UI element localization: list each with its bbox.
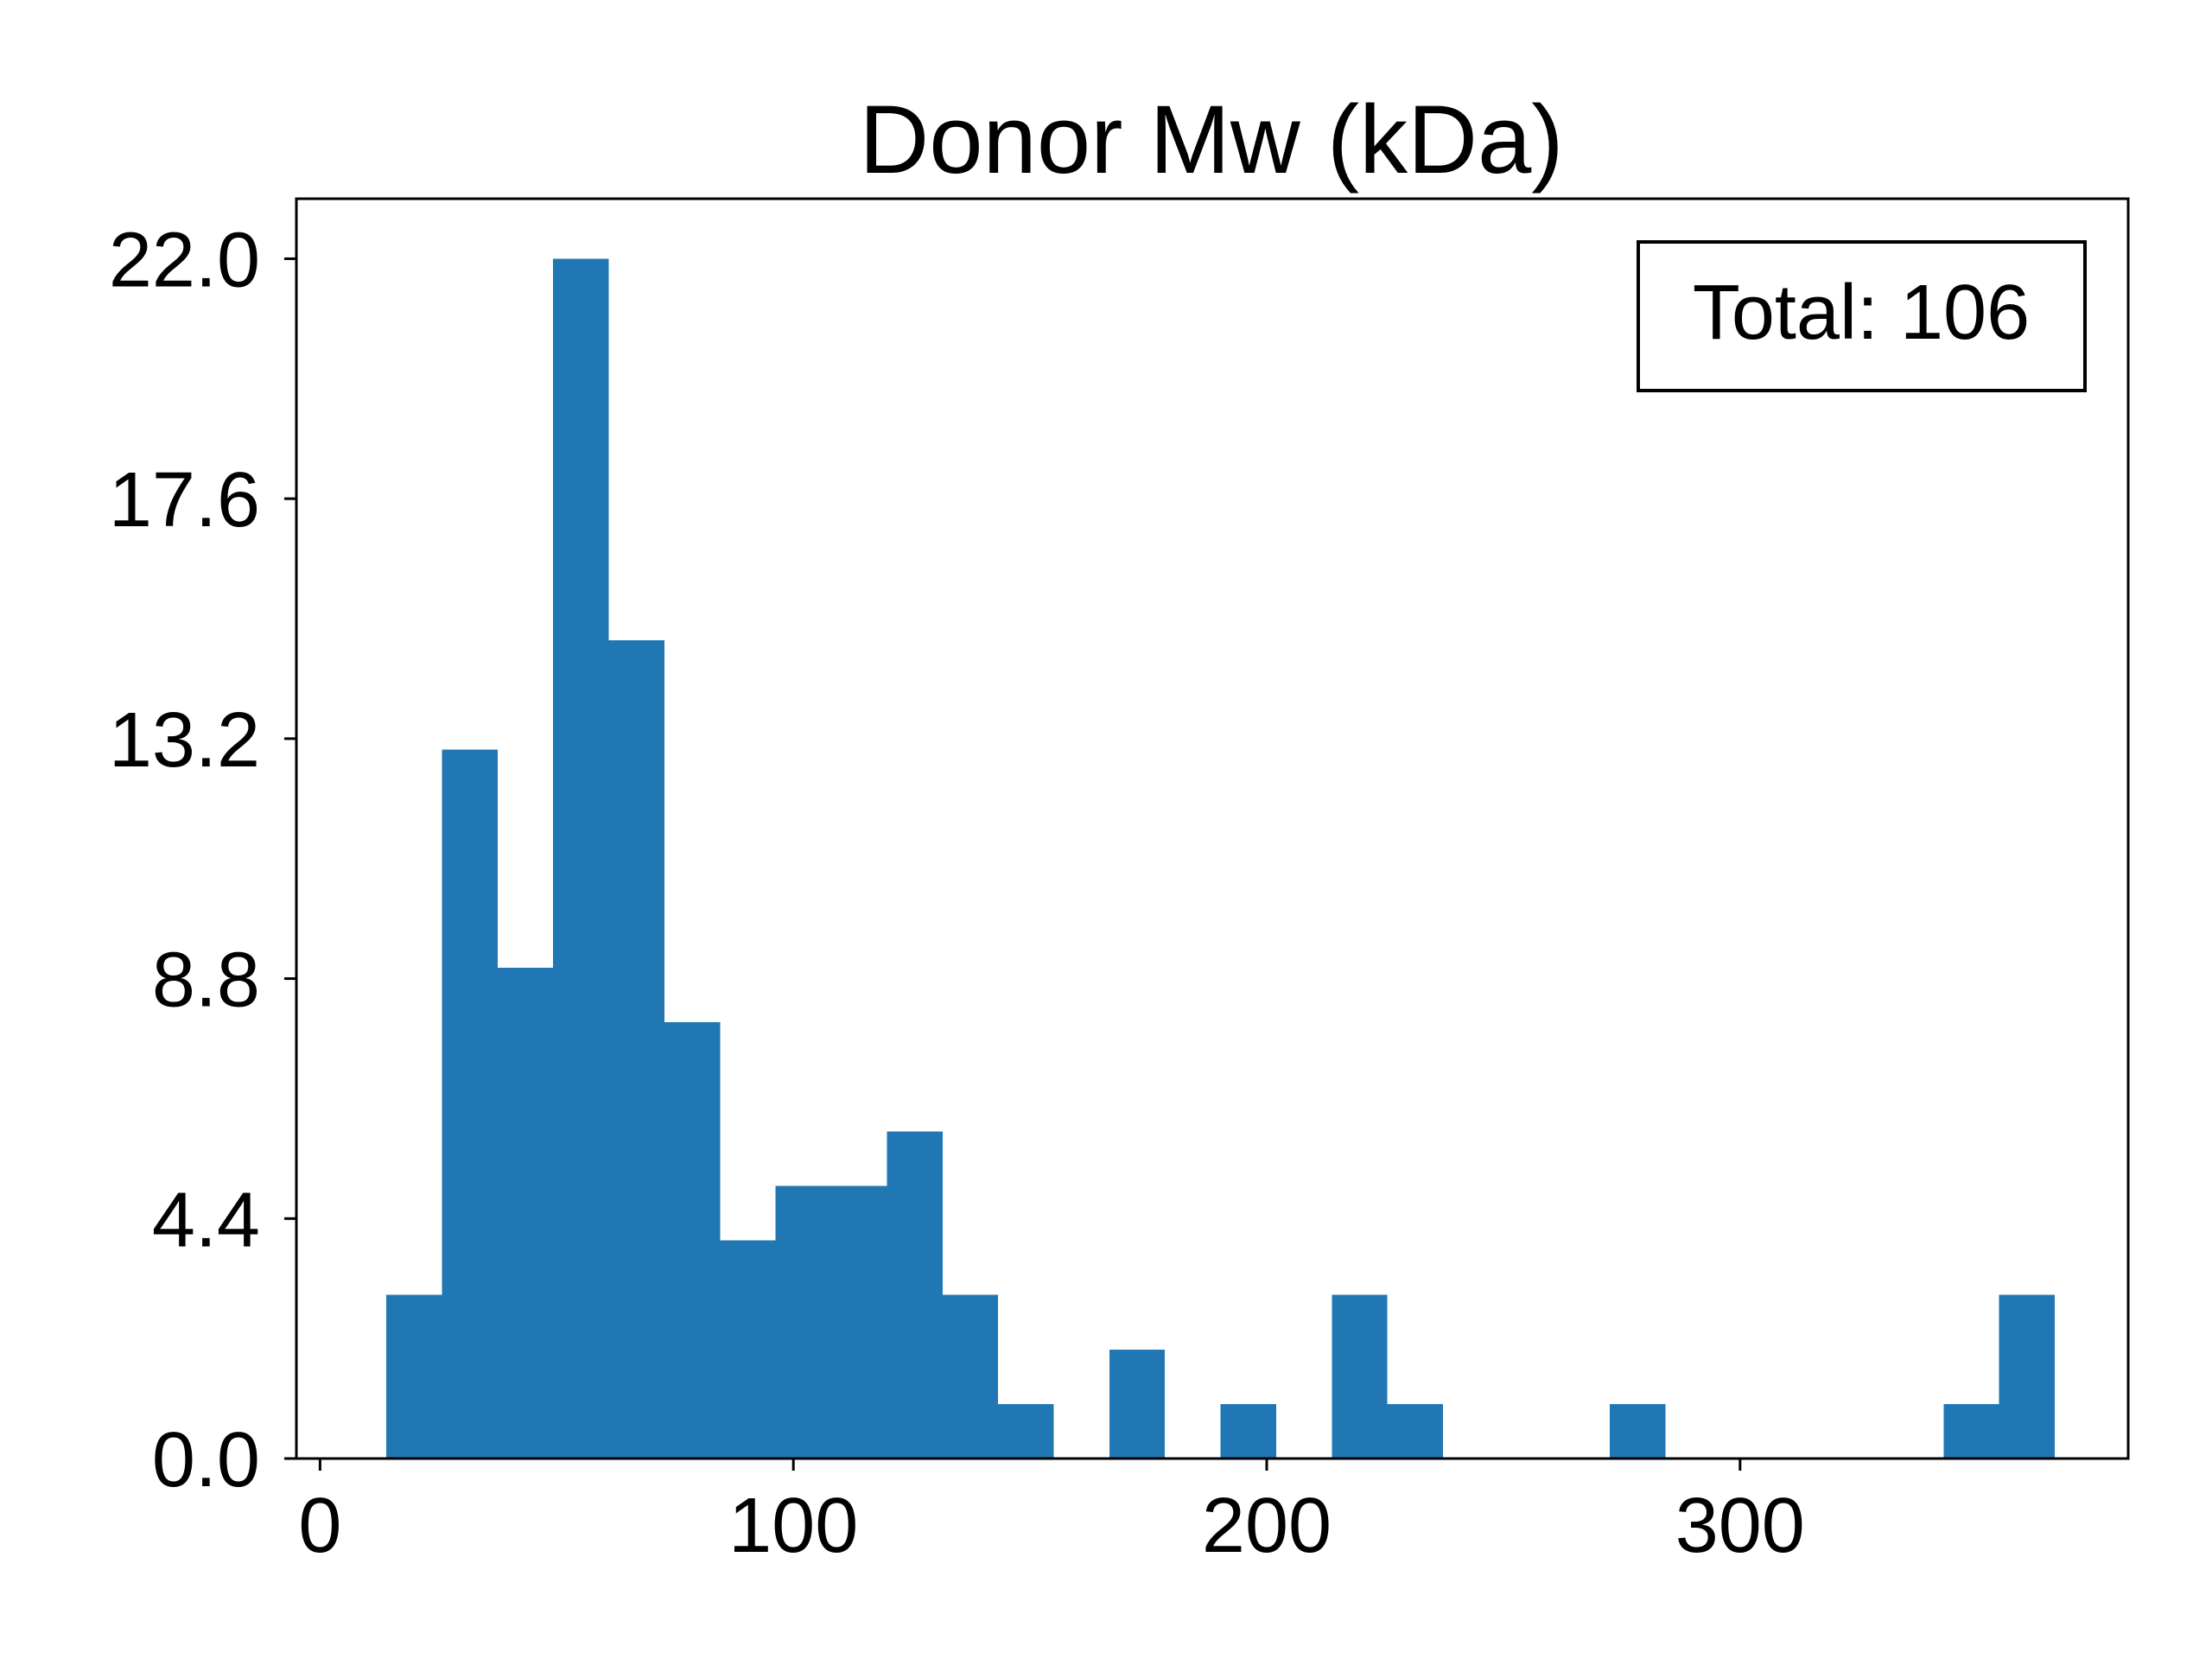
y-tick-label: 17.6: [109, 457, 260, 543]
x-tick-label: 100: [728, 1483, 858, 1569]
x-tick-label: 200: [1202, 1483, 1332, 1569]
histogram-bar: [831, 1185, 887, 1459]
histogram-bar: [775, 1185, 832, 1459]
histogram-bar: [608, 640, 664, 1459]
histogram-bar: [1610, 1403, 1666, 1459]
histogram-bar: [386, 1294, 442, 1459]
x-tick-label: 300: [1675, 1483, 1805, 1569]
histogram-bar: [998, 1403, 1054, 1459]
histogram-bar: [1109, 1349, 1166, 1459]
bars-group: [386, 258, 2056, 1459]
y-axis: 0.0 4.4 8.8 13.2 17.6 22.0: [109, 217, 296, 1503]
chart-title: Donor Mw (kDa): [859, 86, 1563, 194]
y-tick-label: 0.0: [152, 1417, 260, 1503]
histogram-bar: [442, 749, 498, 1459]
annotation-box: [1637, 240, 2087, 392]
plot-frame: [295, 197, 2130, 1460]
histogram-bar: [497, 967, 554, 1459]
histogram-bar: [553, 258, 609, 1459]
histogram-bar: [942, 1294, 999, 1459]
y-tick-label: 22.0: [109, 217, 260, 303]
y-tick-label: 13.2: [109, 697, 260, 784]
y-tick-label: 8.8: [152, 938, 260, 1024]
annotation-text: Total: 106: [1693, 270, 2030, 356]
total-annotation: Total: 106: [1637, 240, 2087, 392]
x-tick-label: 0: [298, 1483, 341, 1569]
histogram-bar: [1387, 1403, 1444, 1459]
y-tick-label: 4.4: [152, 1177, 260, 1263]
histogram-bar: [664, 1022, 721, 1459]
histogram-bar: [1999, 1294, 2056, 1459]
histogram-bar: [720, 1240, 776, 1459]
histogram-bar: [1332, 1294, 1388, 1459]
histogram-bar: [1220, 1403, 1276, 1459]
histogram-bar: [887, 1131, 943, 1459]
x-axis: 0 100 200 300: [298, 1459, 1805, 1569]
histogram-bar: [1943, 1403, 1999, 1459]
